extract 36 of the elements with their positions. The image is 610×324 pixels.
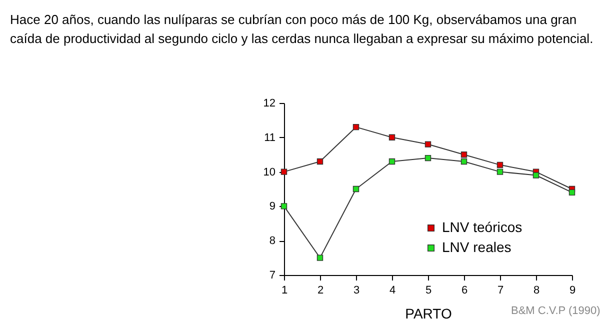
legend-label: LNV reales — [442, 239, 512, 255]
point — [280, 203, 288, 210]
point — [388, 134, 396, 140]
y-tick-label: 7 — [269, 270, 276, 282]
x-tick-label: 5 — [425, 284, 432, 296]
point — [352, 186, 360, 192]
point — [316, 158, 324, 165]
y-tick-label: 10 — [263, 166, 276, 178]
x-tick-label: 2 — [317, 284, 324, 296]
point — [424, 141, 432, 148]
chart-title: Hace 20 años, cuando las nulíparas se cubrían con poco más de 100 Kg, observábamos una gran caída de productividad al segundo ciclo y las cerdas nunca llegaban a expresar su máximo potencial. — [10, 11, 594, 48]
x-tick-label: 1 — [281, 284, 288, 296]
x-axis-title: PARTO — [405, 306, 452, 322]
x-tick-label: 9 — [569, 284, 576, 296]
y-tick-label: 9 — [269, 200, 276, 213]
point — [460, 158, 468, 165]
x-tick-label: 6 — [461, 284, 468, 296]
point — [388, 158, 396, 165]
point — [496, 168, 504, 175]
point — [460, 152, 468, 158]
y-tick-label: 8 — [269, 235, 276, 248]
y-tick-label: 11 — [264, 132, 276, 144]
x-tick-label: 7 — [497, 284, 504, 296]
point — [568, 189, 576, 196]
point — [496, 162, 504, 168]
legend-label: LNV teóricos — [442, 219, 522, 235]
point — [316, 254, 324, 261]
y-tick-label: 12 — [263, 98, 276, 110]
point — [532, 172, 540, 178]
x-tick-label: 8 — [533, 284, 540, 296]
point — [352, 124, 360, 130]
x-tick-label: 4 — [389, 284, 396, 296]
x-tick-label: 3 — [353, 284, 360, 296]
point — [280, 168, 288, 175]
text: B&M C.V.P (1990) — [511, 305, 600, 317]
point — [424, 154, 432, 162]
